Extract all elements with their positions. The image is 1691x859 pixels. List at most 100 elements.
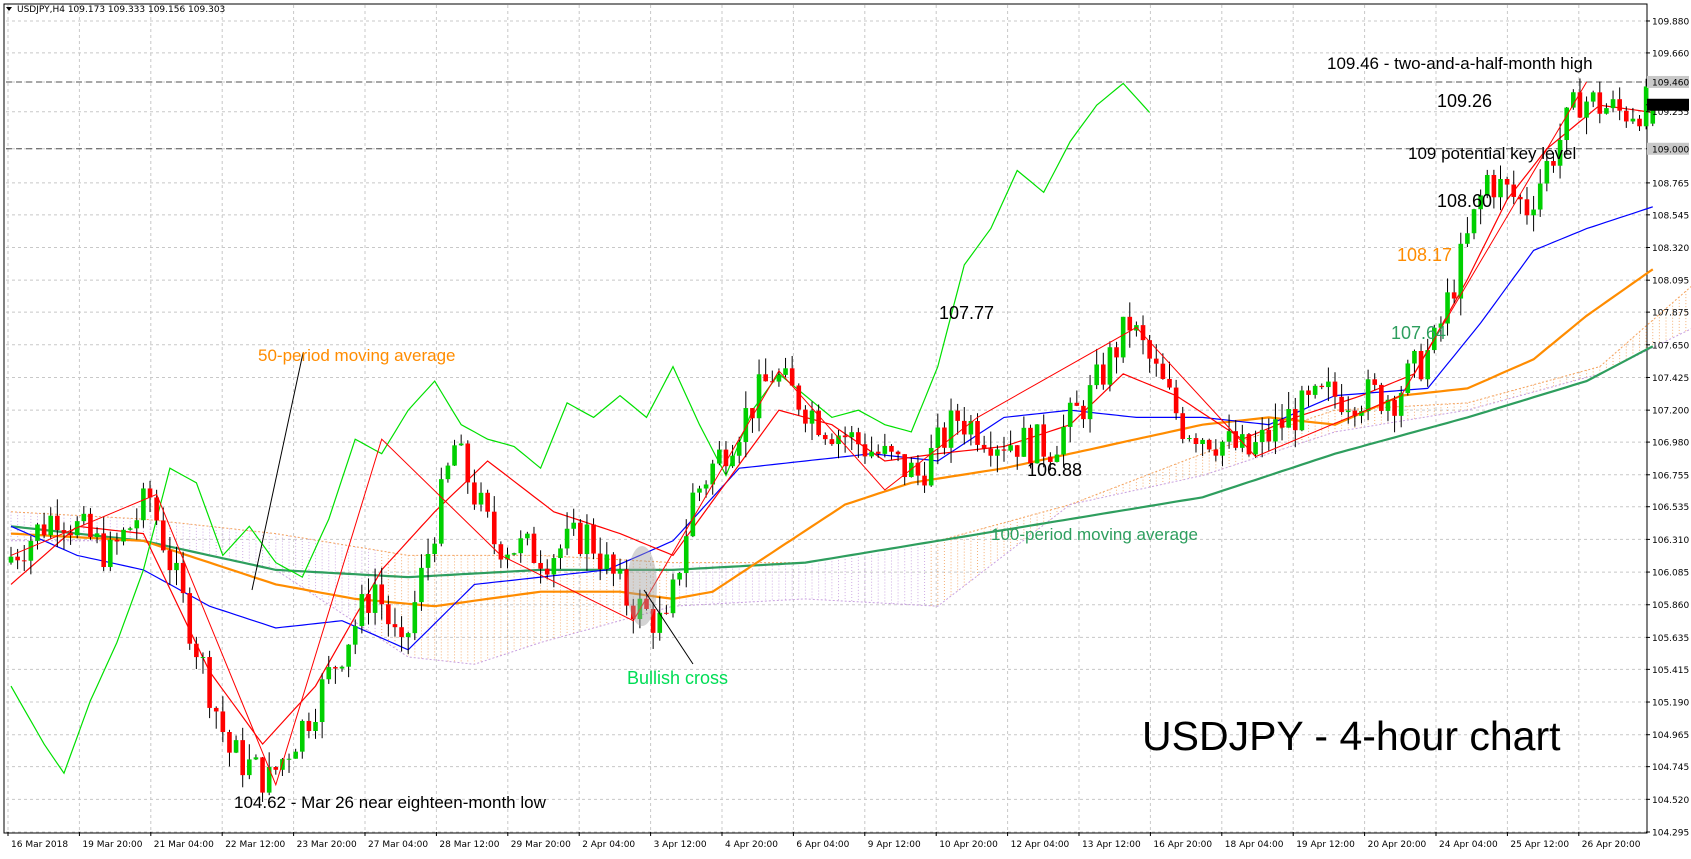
candle-bull	[121, 529, 126, 542]
candle-bear	[763, 374, 768, 382]
candle-bull	[352, 626, 358, 645]
candle-bear	[597, 553, 603, 570]
candle-bear	[829, 439, 835, 445]
price-tick-label: 109.880	[1652, 17, 1689, 27]
candle-bull	[690, 492, 696, 537]
candle-bull	[525, 533, 530, 539]
candle-bear	[1551, 161, 1556, 166]
price-tick-label: 106.310	[1652, 536, 1689, 546]
collapse-triangle-icon[interactable]	[6, 7, 12, 11]
candle-bear	[1193, 438, 1199, 445]
candle-bull	[445, 465, 451, 480]
high-annotation: 109.46 - two-and-a-half-month high	[1327, 54, 1593, 73]
candle-bull	[1584, 101, 1589, 118]
candle-bull	[1537, 183, 1543, 210]
candle-bull	[1253, 442, 1258, 455]
candle-bull	[346, 644, 351, 667]
candle-bull	[717, 449, 722, 464]
candle-bull	[948, 410, 954, 448]
candle-bear	[1074, 402, 1080, 406]
time-axis: 16 Mar 2018 19 Mar 20:00 21 Mar 04:00 22 Ma…	[7, 832, 1641, 850]
candle-bull	[564, 528, 570, 549]
candle-bear	[1041, 424, 1047, 457]
candle-bull	[558, 548, 563, 559]
cloud-span-a	[10, 285, 1691, 564]
candle-bear	[531, 533, 537, 563]
candle-bull	[432, 543, 437, 555]
candle-bull	[995, 449, 1000, 456]
candle-bull	[756, 374, 762, 419]
ma100-label: 100-period moving average	[991, 525, 1198, 544]
time-tick-label: 24 Apr 04:00	[1439, 840, 1498, 850]
candle-bull	[511, 553, 517, 555]
candle-bear	[1518, 196, 1523, 200]
candle-bear	[1048, 456, 1053, 462]
candle-bull	[1604, 108, 1609, 114]
candle-bull	[405, 633, 411, 638]
candle-bear	[955, 410, 960, 421]
candle-bear	[1279, 419, 1285, 428]
ma50-label-pointer	[251, 352, 304, 591]
candle-bull	[736, 442, 742, 456]
candle-bear	[1392, 399, 1397, 416]
candle-bull	[326, 667, 332, 680]
candle-bear	[1206, 439, 1212, 450]
candle-bear	[1292, 409, 1298, 431]
candle-bear	[1001, 449, 1007, 451]
price-tick-label: 109.460	[1652, 78, 1689, 88]
candle-bear	[187, 593, 193, 644]
candle-bull	[1273, 419, 1278, 442]
candle-bear	[1339, 396, 1344, 413]
candle-bear	[1114, 347, 1119, 358]
candle-bull	[1107, 347, 1113, 385]
candle-bull	[28, 540, 34, 561]
time-tick-label: 10 Apr 20:00	[939, 840, 998, 850]
candle-bear	[544, 568, 550, 575]
candle-bear	[988, 448, 994, 456]
candle-bull	[1531, 209, 1536, 216]
candle-bear	[1491, 174, 1497, 198]
candle-bear	[1081, 405, 1086, 420]
candle-bear	[465, 443, 471, 483]
price-tick-label: 106.755	[1652, 471, 1689, 481]
candle-bear	[1014, 445, 1020, 457]
price-tick-label: 105.635	[1652, 634, 1689, 644]
price-tick-label: 104.520	[1652, 796, 1689, 806]
time-tick-label: 20 Apr 20:00	[1368, 840, 1427, 850]
candle-bull	[505, 554, 510, 560]
zigzag-line	[10, 81, 1588, 787]
candle-bear	[862, 444, 868, 457]
candle-bull	[8, 556, 14, 563]
candle-bull	[478, 492, 484, 505]
candle-bear	[273, 767, 279, 770]
price-tick-label: 109.303	[1652, 101, 1689, 111]
candle-bull	[1067, 402, 1073, 427]
candle-bull	[849, 432, 855, 438]
candle-bear	[180, 562, 186, 594]
candle-bull	[412, 602, 418, 634]
candle-bear	[895, 451, 901, 455]
candle-bull	[35, 524, 40, 541]
candle-bull	[1412, 351, 1417, 364]
candle-bull	[677, 573, 682, 580]
candle-bull	[1220, 441, 1225, 456]
candle-bull	[935, 427, 941, 448]
plot-frame	[3, 3, 1648, 834]
candle-bear	[240, 740, 245, 776]
candle-bull	[286, 758, 292, 760]
candle-bull	[1465, 233, 1470, 244]
candle-bear	[68, 532, 73, 536]
candle-bear	[167, 550, 173, 571]
candle-bull	[1326, 381, 1331, 388]
price-tick-label: 108.320	[1652, 244, 1689, 254]
candle-bull	[372, 584, 378, 613]
candle-bear	[213, 707, 219, 712]
candle-bear	[399, 627, 404, 638]
candle-bear	[260, 757, 265, 793]
candle-bull	[909, 462, 914, 478]
candle-bull	[1021, 427, 1027, 457]
candle-bear	[1167, 378, 1172, 388]
candle-bear	[591, 524, 596, 554]
time-tick-label: 2 Apr 04:00	[582, 840, 635, 850]
candle-bull	[1299, 390, 1305, 431]
